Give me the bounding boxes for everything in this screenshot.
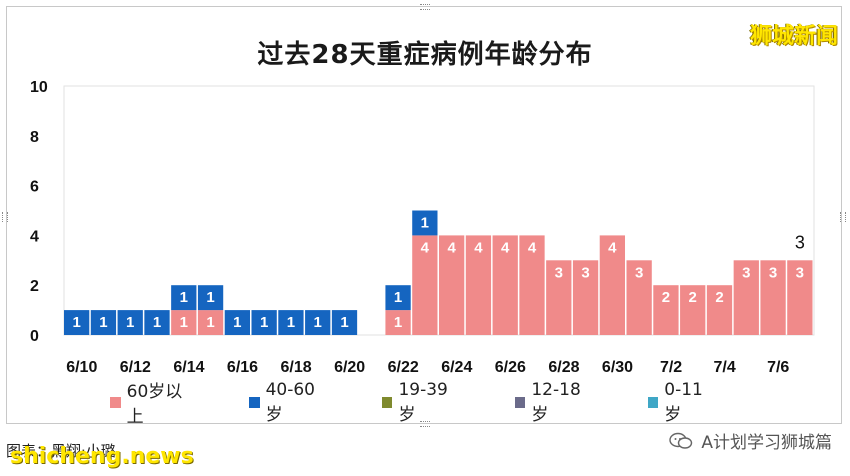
chart-legend: 60岁以上 40-60岁 19-39岁 12-18岁 0-11岁 — [110, 390, 770, 414]
bar-data-label: 2 — [715, 289, 723, 306]
x-tick-label: 7/4 — [714, 359, 736, 376]
wechat-icon — [669, 432, 693, 450]
bar-data-label: 1 — [394, 314, 402, 331]
bar-data-label: 4 — [608, 239, 617, 256]
legend-swatch — [110, 397, 121, 408]
bar-data-label: 3 — [742, 264, 750, 281]
bar-data-label: 1 — [72, 314, 80, 331]
site-watermark: shicheng.news — [10, 444, 194, 469]
legend-label: 40-60岁 — [266, 380, 330, 425]
legend-item: 12-18岁 — [515, 380, 596, 425]
x-tick-label: 7/6 — [767, 359, 789, 376]
bar-data-label: 4 — [501, 239, 510, 256]
legend-item: 60岁以上 — [110, 377, 197, 427]
bar-data-label: 3 — [555, 264, 563, 281]
bar-data-label: 3 — [769, 264, 777, 281]
y-tick-label: 0 — [30, 328, 39, 345]
x-tick-label: 6/28 — [548, 359, 579, 376]
bar-data-label: 1 — [340, 314, 348, 331]
bar-data-label: 1 — [206, 314, 214, 331]
legend-swatch — [249, 397, 260, 408]
bar-data-label: 4 — [528, 239, 537, 256]
y-tick-label: 4 — [30, 228, 39, 245]
legend-swatch — [382, 397, 393, 408]
x-tick-label: 7/2 — [660, 359, 682, 376]
y-tick-label: 2 — [30, 278, 39, 295]
legend-swatch — [648, 397, 659, 408]
bar-data-label: 1 — [180, 289, 188, 306]
bar-data-label: 4 — [474, 239, 483, 256]
bar-data-label: 1 — [206, 289, 214, 306]
bar-data-label: 4 — [447, 239, 456, 256]
legend-label: 19-39岁 — [398, 380, 462, 425]
x-tick-label: 6/30 — [602, 359, 633, 376]
bar-data-label: 1 — [421, 215, 429, 232]
bar-data-label: 1 — [394, 289, 402, 306]
legend-item: 40-60岁 — [249, 380, 330, 425]
bar-data-label: 2 — [662, 289, 670, 306]
account-tag: A计划学习狮城篇 — [669, 428, 832, 453]
x-tick-label: 6/14 — [173, 359, 204, 376]
bar-data-label: 1 — [99, 314, 107, 331]
x-tick-label: 6/22 — [388, 359, 419, 376]
x-tick-label: 6/24 — [441, 359, 472, 376]
bar-data-label: 1 — [260, 314, 268, 331]
bar-data-label: 2 — [689, 289, 697, 306]
bar-data-label: 3 — [635, 264, 643, 281]
bar-data-label: 3 — [796, 264, 804, 281]
bar-data-label: 1 — [126, 314, 134, 331]
account-name: A计划学习狮城篇 — [701, 428, 832, 453]
legend-label: 12-18岁 — [531, 380, 595, 425]
bar-data-label: 4 — [421, 239, 430, 256]
bar-data-label: 1 — [233, 314, 241, 331]
x-tick-label: 6/26 — [495, 359, 526, 376]
x-tick-label: 6/16 — [227, 359, 258, 376]
legend-swatch — [515, 397, 526, 408]
x-tick-label: 6/18 — [281, 359, 312, 376]
y-tick-label: 10 — [30, 79, 48, 96]
y-tick-label: 8 — [30, 129, 39, 146]
bar-data-label: 1 — [287, 314, 295, 331]
bar-data-label: 1 — [153, 314, 161, 331]
legend-label: 60岁以上 — [127, 377, 197, 427]
bar-data-label: 3 — [581, 264, 589, 281]
x-tick-label: 6/12 — [120, 359, 151, 376]
legend-item: 19-39岁 — [382, 380, 463, 425]
y-tick-label: 6 — [30, 179, 39, 196]
legend-label: 0-11岁 — [664, 380, 718, 425]
bar-data-label: 1 — [314, 314, 322, 331]
x-tick-label: 6/10 — [66, 359, 97, 376]
chart-annotation: 3 — [795, 232, 805, 252]
x-tick-label: 6/20 — [334, 359, 365, 376]
bar-data-label: 1 — [180, 314, 188, 331]
legend-item: 0-11岁 — [648, 380, 718, 425]
